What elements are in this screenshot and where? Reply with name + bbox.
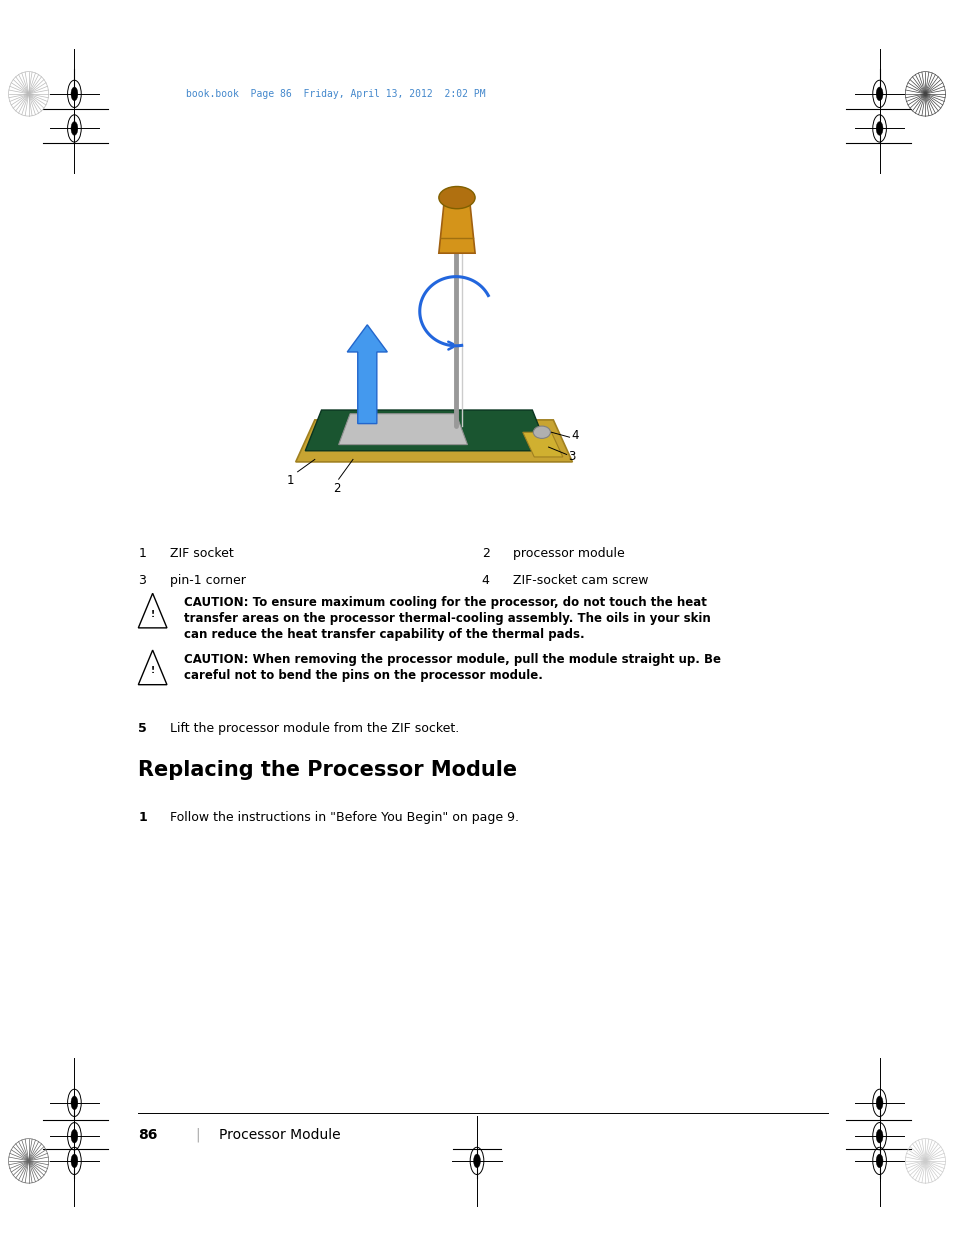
Ellipse shape: [875, 1129, 882, 1144]
Text: 4: 4: [481, 574, 489, 588]
Ellipse shape: [71, 86, 78, 101]
Ellipse shape: [71, 121, 78, 136]
Polygon shape: [438, 198, 475, 253]
Text: processor module: processor module: [513, 547, 624, 561]
Text: book.book  Page 86  Friday, April 13, 2012  2:02 PM: book.book Page 86 Friday, April 13, 2012…: [186, 89, 485, 99]
Text: 3: 3: [138, 574, 146, 588]
Text: 2: 2: [481, 547, 489, 561]
Text: !: !: [151, 667, 154, 676]
Text: Lift the processor module from the ZIF socket.: Lift the processor module from the ZIF s…: [170, 722, 458, 736]
Text: 86: 86: [138, 1128, 157, 1141]
Ellipse shape: [71, 1153, 78, 1168]
Text: !: !: [151, 610, 154, 619]
Polygon shape: [295, 420, 572, 462]
Text: 1: 1: [138, 547, 146, 561]
Text: ZIF socket: ZIF socket: [170, 547, 233, 561]
Text: 1: 1: [138, 811, 147, 825]
Ellipse shape: [473, 1153, 480, 1168]
Text: pin-1 corner: pin-1 corner: [170, 574, 246, 588]
Text: CAUTION: To ensure maximum cooling for the processor, do not touch the heat
tran: CAUTION: To ensure maximum cooling for t…: [184, 595, 710, 641]
Text: CAUTION: When removing the processor module, pull the module straight up. Be
car: CAUTION: When removing the processor mod…: [184, 652, 720, 682]
Text: Processor Module: Processor Module: [219, 1128, 340, 1141]
Polygon shape: [305, 410, 548, 451]
Ellipse shape: [875, 86, 882, 101]
Ellipse shape: [875, 1153, 882, 1168]
Text: Replacing the Processor Module: Replacing the Processor Module: [138, 760, 517, 779]
Text: 2: 2: [333, 482, 340, 495]
Ellipse shape: [875, 1095, 882, 1110]
Ellipse shape: [875, 121, 882, 136]
Ellipse shape: [438, 186, 475, 209]
FancyArrow shape: [347, 325, 387, 424]
Text: 5: 5: [138, 722, 147, 736]
Ellipse shape: [71, 1129, 78, 1144]
Text: Follow the instructions in "Before You Begin" on page 9.: Follow the instructions in "Before You B…: [170, 811, 518, 825]
Text: ZIF-socket cam screw: ZIF-socket cam screw: [513, 574, 648, 588]
Text: 1: 1: [286, 474, 294, 488]
Ellipse shape: [533, 426, 550, 438]
Text: |: |: [195, 1128, 200, 1142]
Polygon shape: [522, 432, 562, 457]
Text: 4: 4: [571, 430, 578, 442]
Polygon shape: [338, 414, 467, 445]
Ellipse shape: [71, 1095, 78, 1110]
Text: 3: 3: [568, 451, 576, 463]
